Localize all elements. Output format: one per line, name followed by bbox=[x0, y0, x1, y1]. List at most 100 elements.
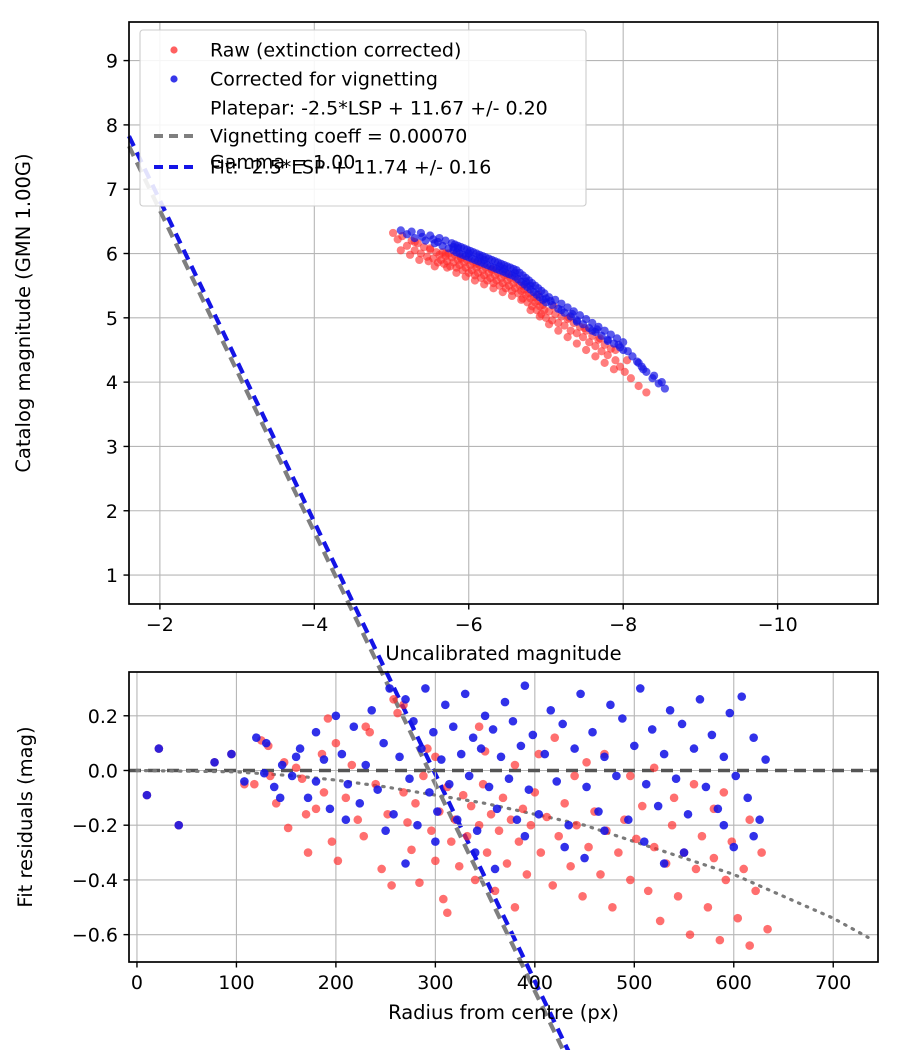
data-point bbox=[546, 706, 556, 715]
data-point bbox=[560, 799, 569, 808]
data-point bbox=[486, 809, 496, 819]
data-point bbox=[557, 306, 566, 315]
data-point bbox=[588, 727, 597, 737]
data-point bbox=[419, 242, 429, 252]
data-point bbox=[641, 779, 651, 789]
data-point bbox=[634, 381, 643, 391]
data-point bbox=[502, 859, 512, 868]
y-axis-label: Fit residuals (mag) bbox=[14, 726, 37, 907]
data-point bbox=[458, 790, 468, 800]
data-point bbox=[517, 295, 526, 304]
data-point bbox=[660, 384, 669, 393]
data-point bbox=[514, 837, 524, 846]
data-point bbox=[614, 848, 623, 857]
data-point bbox=[347, 760, 357, 770]
data-point bbox=[624, 815, 633, 825]
data-point bbox=[524, 785, 534, 794]
data-point bbox=[494, 826, 504, 835]
data-point bbox=[429, 235, 438, 244]
data-point bbox=[466, 801, 476, 811]
data-point bbox=[709, 853, 719, 863]
data-point bbox=[431, 856, 440, 866]
data-point bbox=[333, 856, 343, 866]
data-point bbox=[454, 861, 464, 871]
y-tick-label: 1 bbox=[106, 565, 118, 587]
data-point bbox=[396, 226, 405, 235]
data-point bbox=[554, 831, 564, 841]
data-point bbox=[383, 809, 392, 819]
data-point bbox=[353, 815, 363, 825]
data-point bbox=[677, 719, 687, 729]
x-tick-label: −8 bbox=[609, 614, 637, 636]
data-point bbox=[311, 777, 321, 786]
data-point bbox=[470, 276, 480, 285]
data-point bbox=[283, 823, 293, 833]
data-point bbox=[679, 848, 689, 857]
data-point bbox=[554, 326, 563, 335]
data-point bbox=[252, 733, 261, 742]
data-point bbox=[460, 689, 470, 699]
data-point bbox=[407, 227, 416, 236]
data-point bbox=[498, 287, 507, 297]
data-point bbox=[441, 700, 450, 710]
data-point bbox=[649, 842, 659, 852]
data-point bbox=[520, 681, 530, 690]
data-point bbox=[560, 842, 569, 852]
data-point bbox=[154, 744, 164, 753]
data-point bbox=[510, 268, 520, 277]
data-point bbox=[510, 902, 520, 912]
data-point bbox=[250, 779, 259, 789]
data-point bbox=[468, 733, 478, 742]
data-point bbox=[597, 347, 606, 356]
data-point bbox=[439, 894, 448, 904]
data-point bbox=[522, 870, 532, 879]
data-point bbox=[572, 339, 581, 348]
data-point bbox=[474, 722, 484, 732]
data-point bbox=[626, 875, 635, 885]
data-point bbox=[476, 744, 486, 753]
x-tick-label: −10 bbox=[758, 614, 798, 636]
data-point bbox=[295, 744, 305, 753]
data-point bbox=[725, 708, 735, 718]
data-point bbox=[411, 799, 420, 808]
data-point bbox=[594, 807, 603, 816]
x-tick-label: 100 bbox=[218, 972, 254, 994]
data-point bbox=[580, 853, 589, 863]
data-point bbox=[421, 684, 430, 693]
data-point bbox=[570, 771, 579, 781]
data-point bbox=[689, 744, 699, 753]
data-point bbox=[751, 886, 760, 896]
x-tick-label: −4 bbox=[300, 614, 328, 636]
data-point bbox=[381, 826, 390, 835]
data-point bbox=[518, 804, 528, 814]
data-point bbox=[548, 881, 558, 890]
data-point bbox=[659, 859, 669, 868]
data-point bbox=[512, 815, 522, 825]
data-point bbox=[639, 365, 648, 374]
data-point bbox=[544, 320, 554, 329]
data-point bbox=[480, 280, 489, 289]
data-point bbox=[721, 875, 731, 885]
data-point bbox=[761, 755, 770, 764]
data-point bbox=[462, 831, 472, 841]
legend-marker-corrected bbox=[170, 75, 178, 83]
data-point bbox=[591, 352, 600, 361]
fit-line-fit bbox=[127, 135, 571, 1050]
data-point bbox=[405, 774, 414, 783]
data-point bbox=[504, 774, 514, 783]
x-tick-label: 0 bbox=[131, 972, 143, 994]
data-point bbox=[719, 820, 729, 830]
y-tick-label: 7 bbox=[106, 179, 118, 201]
data-point bbox=[542, 812, 552, 822]
data-point bbox=[361, 722, 371, 732]
data-point bbox=[603, 336, 612, 346]
data-point bbox=[578, 892, 587, 901]
data-point bbox=[341, 815, 351, 825]
data-point bbox=[361, 760, 371, 770]
data-point bbox=[510, 760, 520, 770]
data-point bbox=[484, 782, 494, 792]
data-point bbox=[612, 771, 621, 781]
data-point bbox=[359, 831, 369, 841]
data-point bbox=[600, 752, 609, 762]
data-point bbox=[399, 788, 408, 797]
